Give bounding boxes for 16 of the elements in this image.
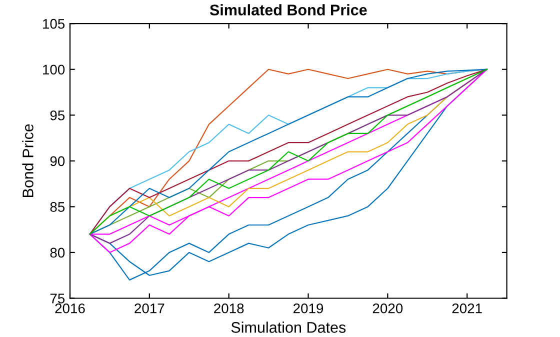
y-axis-title: Bond Price	[22, 124, 34, 198]
y-tick-label: 85	[50, 202, 65, 212]
x-tick-label: 2021	[452, 303, 482, 314]
x-axis-title: Simulation Dates	[231, 322, 346, 333]
x-tick-label: 2020	[372, 303, 403, 314]
y-tick-label: 100	[43, 64, 65, 75]
y-tick-label: 95	[50, 110, 65, 120]
x-tick-label: 2018	[214, 303, 244, 314]
chart-title: Simulated Bond Price	[210, 4, 367, 16]
y-tick-label: 90	[50, 156, 65, 166]
x-tick-label: 2019	[294, 303, 324, 314]
y-tick-label: 80	[50, 248, 65, 258]
y-tick-label: 105	[43, 18, 65, 29]
x-tick-label: 2017	[134, 303, 164, 314]
x-tick-label: 2016	[55, 303, 85, 314]
y-tick-label: 75	[50, 294, 65, 304]
